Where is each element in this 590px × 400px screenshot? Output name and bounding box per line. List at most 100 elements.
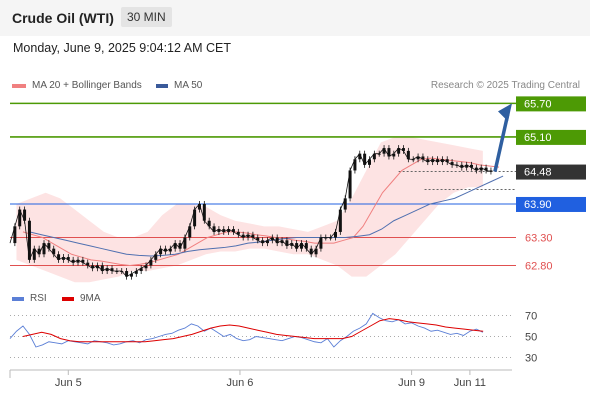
price-candle — [338, 209, 342, 232]
price-candle — [348, 170, 352, 199]
x-tick-label: Jun 11 — [454, 377, 486, 389]
price-candle — [188, 226, 192, 238]
legend-rsi-label: RSI — [30, 293, 47, 304]
level-label-62.80: 62.80 — [525, 260, 553, 272]
price-candle — [251, 234, 255, 238]
legend-9ma-label: 9MA — [80, 293, 101, 304]
x-tick-label: Jun 5 — [55, 377, 82, 389]
level-tag-65.70 — [516, 96, 586, 112]
price-candle — [411, 159, 415, 161]
price-candle — [382, 148, 386, 154]
price-candle — [402, 148, 406, 151]
price-candle — [222, 229, 226, 232]
price-candle — [139, 268, 143, 272]
legend-ma50-label: MA 50 — [174, 80, 203, 91]
price-candle — [144, 265, 148, 269]
research-credit: Research © 2025 Trading Central — [430, 80, 580, 91]
rsi-tick-label: 70 — [525, 311, 537, 323]
datetime-label: Monday, June 9, 2025 9:04:12 AM CET — [13, 41, 231, 55]
price-candle — [290, 243, 294, 246]
price-candle — [236, 231, 240, 235]
price-candle — [100, 265, 104, 272]
price-candle — [149, 259, 153, 266]
price-candle — [440, 159, 444, 163]
legend-rsi: RSI — [12, 293, 47, 304]
price-candle — [358, 153, 362, 160]
price-candle — [416, 156, 420, 160]
price-candle — [207, 220, 211, 227]
level-label-63.90: 63.90 — [524, 199, 552, 211]
ma20-swatch — [12, 83, 26, 88]
price-candle — [363, 153, 367, 165]
price-candle — [261, 240, 265, 244]
price-candle — [479, 167, 483, 171]
legend-ma20-label: MA 20 + Bollinger Bands — [32, 80, 142, 91]
price-candle — [275, 237, 279, 244]
price-candle — [76, 259, 80, 263]
timeframe-button[interactable]: 30 MIN — [121, 7, 172, 27]
legend-9ma: 9MA — [62, 293, 101, 304]
price-candle — [465, 164, 469, 168]
level-tag-65.10 — [516, 129, 586, 145]
price-candle — [343, 198, 347, 210]
price-candle — [406, 150, 410, 160]
price-candle — [42, 243, 46, 255]
price-candle — [367, 159, 371, 165]
price-candle — [246, 234, 250, 238]
price-candle — [105, 268, 109, 272]
price-candle — [397, 148, 401, 154]
price-candle — [110, 268, 114, 272]
ma50-swatch — [156, 83, 168, 88]
price-candle — [66, 257, 70, 260]
price-candle — [91, 265, 95, 269]
instrument-title: Crude Oil (WTI) — [12, 10, 114, 26]
price-candle — [324, 237, 328, 239]
price-candle — [27, 220, 31, 260]
price-candle — [377, 153, 381, 155]
rsi-swatch — [12, 296, 24, 301]
price-candle — [421, 156, 425, 160]
price-candle — [353, 159, 357, 171]
price-candle — [115, 271, 119, 273]
rsi-9ma-line — [22, 318, 484, 343]
price-candle — [52, 248, 56, 255]
price-candle — [193, 209, 197, 227]
price-candle — [183, 237, 187, 249]
price-candle — [329, 237, 333, 239]
price-candle — [18, 209, 22, 227]
price-candle — [309, 248, 313, 255]
price-candle — [333, 231, 337, 238]
price-candle — [256, 237, 260, 241]
price-candle — [241, 234, 245, 238]
price-candle — [125, 271, 129, 277]
price-candle — [86, 262, 90, 266]
price-candle — [304, 243, 308, 249]
price-candle — [81, 259, 85, 263]
rsi-line — [9, 312, 484, 348]
price-candle — [460, 164, 464, 168]
level-label-63.30: 63.30 — [525, 233, 553, 245]
bollinger-band-area — [16, 136, 483, 283]
rsi-tick-label: 50 — [525, 332, 537, 344]
price-candle — [295, 243, 299, 249]
price-candle — [470, 164, 474, 168]
price-candle — [314, 248, 318, 255]
price-candle — [134, 271, 138, 274]
forecast-arrow-shaft — [493, 112, 510, 172]
price-candle — [32, 248, 36, 260]
price-candle — [129, 273, 133, 277]
ma20-line — [22, 157, 500, 266]
price-candle — [285, 240, 289, 246]
price-candle — [37, 248, 41, 255]
price-candle — [13, 226, 17, 244]
rsi-tick-label: 30 — [525, 353, 537, 365]
price-candle — [445, 159, 449, 163]
legend-ma50: MA 50 — [156, 80, 202, 91]
price-candle — [431, 159, 435, 163]
price-candle — [154, 254, 158, 260]
price-candle — [474, 167, 478, 171]
price-candle — [319, 237, 323, 249]
price-candle — [159, 248, 163, 255]
price-candle — [173, 243, 177, 249]
